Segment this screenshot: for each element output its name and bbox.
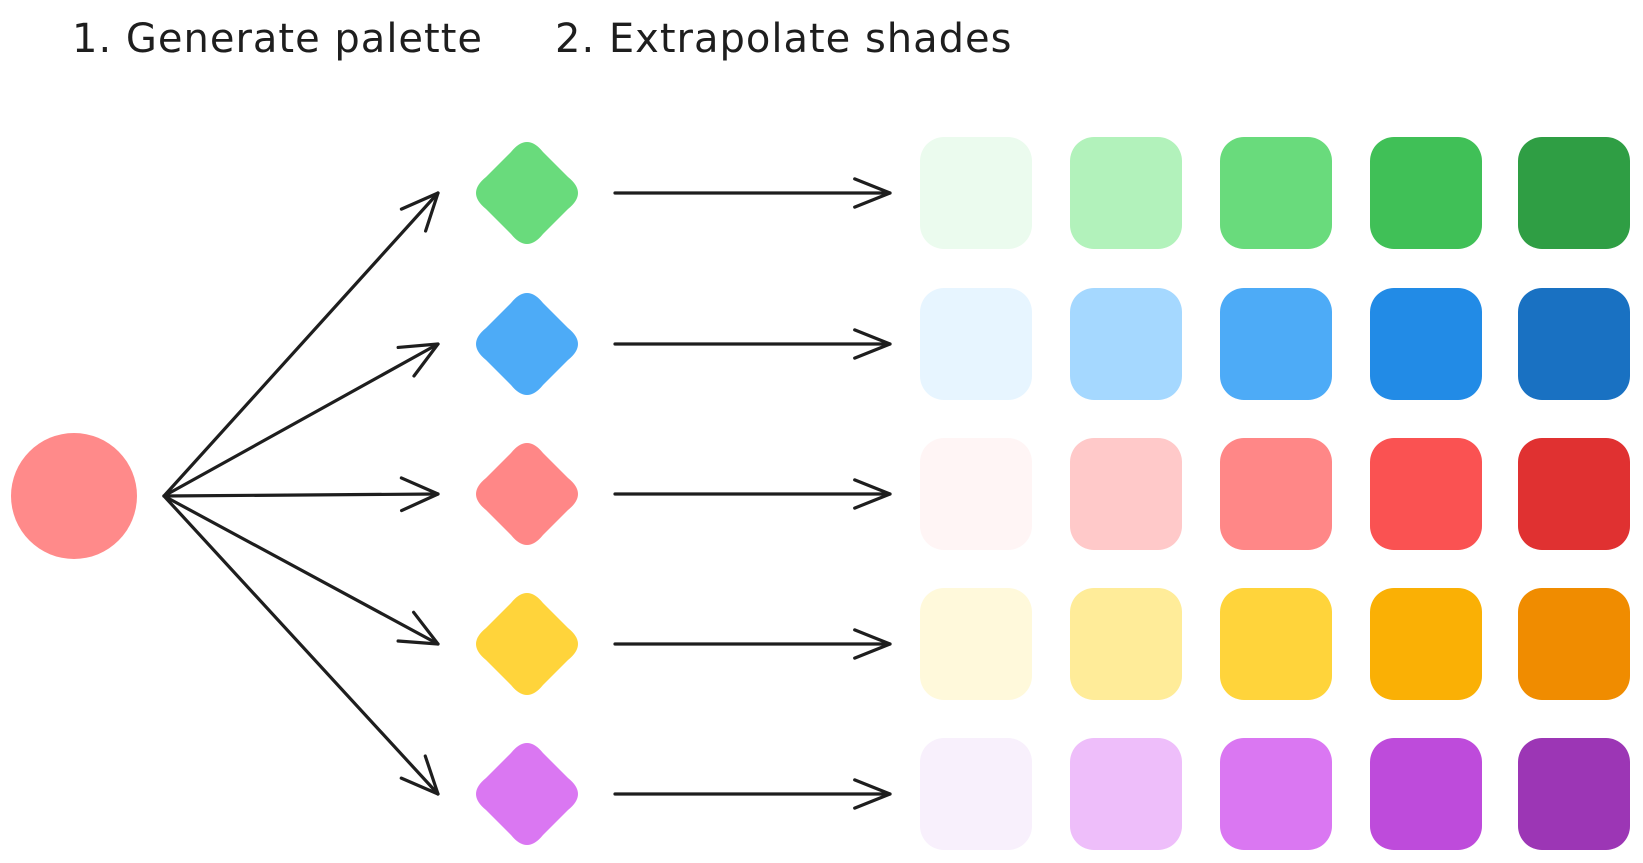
fan-arrow-green [162,191,440,498]
shade-red-1 [920,438,1032,550]
shade-yellow-1 [920,588,1032,700]
shade-violet-5 [1518,738,1630,850]
shade-green-3 [1220,137,1332,249]
fan-arrow-violet [162,494,440,796]
shade-green-1 [920,137,1032,249]
row-arrow-red [613,478,892,510]
shade-red-4 [1370,438,1482,550]
shade-blue-3 [1220,288,1332,400]
shade-red-5 [1518,438,1630,550]
shade-blue-4 [1370,288,1482,400]
shade-red-3 [1220,438,1332,550]
fan-arrow-blue [162,342,440,498]
shade-green-4 [1370,137,1482,249]
step1-title: 1. Generate palette [72,16,483,62]
palette-diamonds [476,142,578,845]
shade-green-2 [1070,137,1182,249]
shade-yellow-4 [1370,588,1482,700]
shade-violet-1 [920,738,1032,850]
fan-arrow-red [162,476,440,513]
row-arrows [613,177,892,810]
diamond-yellow [476,593,578,695]
fan-arrows [162,191,440,796]
shade-yellow-3 [1220,588,1332,700]
shade-yellow-5 [1518,588,1630,700]
shade-violet-3 [1220,738,1332,850]
diamond-red [476,443,578,545]
shade-red-2 [1070,438,1182,550]
shade-violet-4 [1370,738,1482,850]
row-arrow-violet [613,778,892,810]
shade-blue-1 [920,288,1032,400]
shade-violet-2 [1070,738,1182,850]
shade-blue-5 [1518,288,1630,400]
fan-arrow-yellow [162,494,440,646]
shade-blue-2 [1070,288,1182,400]
shade-grid [920,137,1630,850]
base-color-circle [11,433,137,559]
step2-title: 2. Extrapolate shades [555,16,1013,62]
diamond-green [476,142,578,244]
row-arrow-green [613,177,892,209]
diamond-violet [476,743,578,845]
row-arrow-yellow [613,628,892,660]
diamond-blue [476,293,578,395]
shade-green-5 [1518,137,1630,249]
row-arrow-blue [613,328,892,360]
shade-yellow-2 [1070,588,1182,700]
